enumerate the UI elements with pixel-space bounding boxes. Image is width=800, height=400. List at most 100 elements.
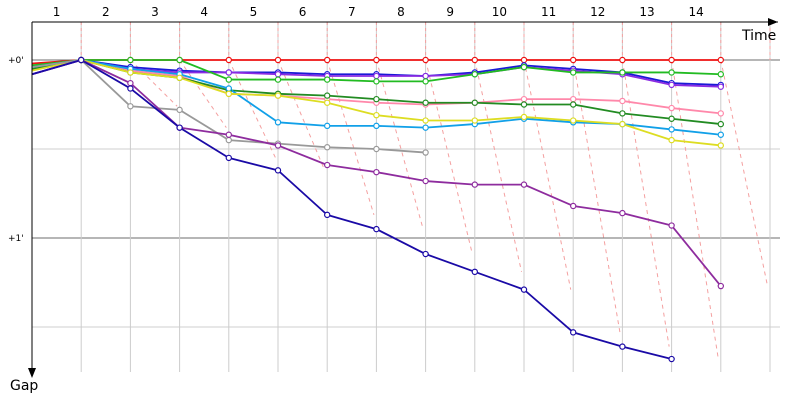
series-point	[373, 56, 380, 64]
series-point	[471, 181, 478, 188]
y-tick-label: +0'	[8, 56, 24, 66]
series-point	[422, 78, 429, 85]
lap-connector	[621, 59, 670, 347]
series-point	[520, 63, 528, 71]
series-point	[324, 92, 331, 99]
lap-connector	[720, 59, 769, 287]
series-point	[422, 99, 429, 106]
series-point	[471, 56, 478, 64]
series-point	[225, 136, 232, 144]
series-point	[471, 99, 478, 106]
series-point	[127, 69, 134, 76]
series-point	[225, 131, 232, 138]
x-axis-arrow	[768, 18, 778, 26]
series-point	[422, 72, 429, 80]
series-point	[570, 202, 577, 210]
series-point	[570, 101, 577, 108]
series-point	[225, 85, 232, 92]
series-point	[471, 71, 478, 78]
series-point	[520, 101, 528, 108]
series-point	[570, 329, 577, 336]
series-point	[422, 250, 429, 258]
x-tick-label: 10	[492, 5, 507, 19]
series-point	[274, 76, 282, 83]
y-tick-label: +1'	[8, 234, 24, 244]
series-point	[176, 106, 183, 114]
series-point	[274, 56, 282, 64]
series-point	[274, 167, 282, 174]
series-point	[225, 69, 232, 76]
series-point	[274, 92, 282, 99]
x-tick-label: 12	[590, 5, 605, 19]
series-point	[668, 81, 675, 89]
lap-connector	[523, 59, 572, 290]
series-point	[717, 71, 725, 78]
x-tick-label: 8	[397, 5, 405, 19]
series-point	[127, 79, 134, 87]
y-axis-title: Gap	[10, 378, 38, 394]
lap-connector	[228, 59, 276, 159]
series-point	[570, 56, 577, 64]
series-point	[717, 282, 725, 290]
series-point	[619, 343, 626, 350]
series-point	[127, 85, 134, 92]
series-point	[717, 56, 725, 64]
x-axis-title: Time	[741, 28, 776, 44]
lap-connector	[277, 59, 326, 171]
series-point	[668, 56, 675, 64]
lap-connector-lines	[80, 22, 771, 360]
series-point	[619, 56, 626, 64]
series-point	[570, 69, 577, 76]
series-point	[225, 90, 232, 98]
lap-connector	[474, 59, 523, 272]
lap-connector	[326, 59, 375, 216]
series-point	[520, 56, 528, 64]
series-point	[570, 117, 577, 124]
series-point	[619, 97, 626, 105]
axes	[28, 18, 778, 378]
series-point	[520, 95, 528, 103]
series-point	[324, 56, 331, 64]
x-tick-label: 4	[200, 5, 208, 19]
series-point	[668, 126, 675, 133]
series-point	[422, 149, 429, 156]
series-point	[619, 110, 626, 117]
series-point	[520, 181, 528, 188]
x-tick-label: 1	[53, 5, 61, 19]
series-point	[225, 154, 232, 162]
series-point	[471, 268, 478, 276]
series-point	[668, 222, 675, 229]
series-point	[373, 225, 380, 233]
series-point	[668, 115, 675, 122]
series-point	[373, 111, 380, 119]
y-tick-labels: +0' +1'	[8, 56, 24, 244]
series-point	[324, 76, 331, 83]
series-point	[127, 56, 134, 64]
x-tick-label: 7	[348, 5, 356, 19]
series-point	[668, 136, 675, 144]
series-point	[422, 56, 429, 64]
series-point	[373, 78, 380, 85]
series-point	[225, 76, 232, 83]
series-point	[324, 122, 331, 130]
series-point	[225, 56, 232, 64]
x-tick-label: 2	[102, 5, 110, 19]
series-point	[717, 83, 725, 90]
series-point	[373, 168, 380, 176]
lap-connector	[572, 59, 621, 333]
series-point	[176, 124, 183, 131]
lap-connector	[671, 59, 719, 360]
series-point	[668, 104, 675, 112]
series-point	[176, 74, 183, 82]
series-point	[619, 209, 626, 217]
series-point	[373, 95, 380, 103]
series-point	[373, 145, 380, 153]
x-tick-label: 14	[689, 5, 704, 19]
series-point	[520, 113, 528, 121]
x-tick-label: 11	[541, 5, 556, 19]
x-tick-label: 3	[151, 5, 159, 19]
series-point	[77, 56, 85, 64]
series-point	[373, 72, 380, 80]
series-point	[668, 355, 675, 363]
